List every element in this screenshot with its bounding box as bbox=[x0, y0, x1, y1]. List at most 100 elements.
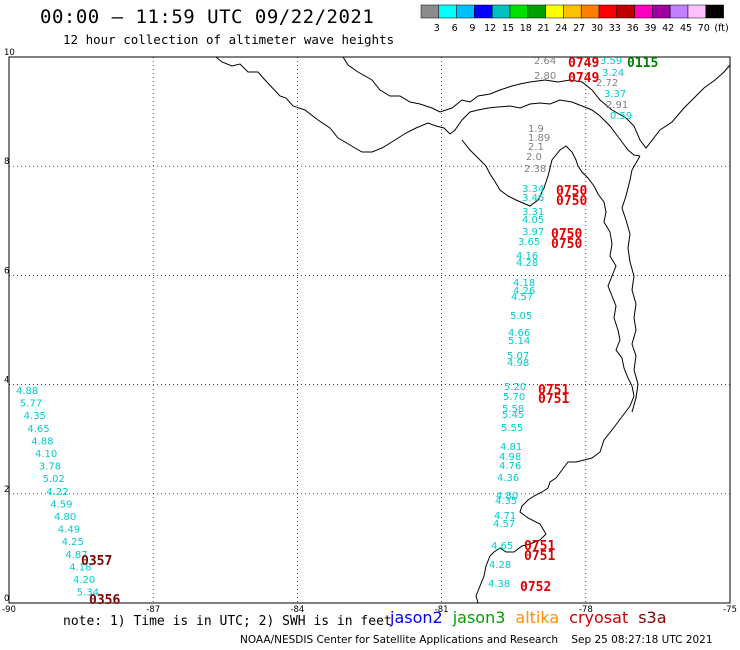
wave-height-labels: 4.885.774.354.654.884.103.785.024.224.59… bbox=[16, 56, 632, 599]
colorbar-label: 21 bbox=[538, 23, 550, 34]
wave-height-value: 2.38 bbox=[524, 164, 546, 175]
wave-height-value: 5.07 bbox=[507, 351, 529, 362]
wave-height-value: 4.57 bbox=[511, 292, 533, 303]
colorbar-label: 6 bbox=[452, 23, 458, 34]
wave-height-value: 4.35 bbox=[24, 411, 46, 422]
colorbar-label: (ft) bbox=[714, 23, 728, 34]
colorbar-label: 24 bbox=[555, 23, 567, 34]
wave-height-value: 4.18 bbox=[513, 278, 535, 289]
pass-time-label: 0357 bbox=[81, 554, 112, 569]
map-title: 00:00 – 11:59 UTC 09/22/2021 bbox=[40, 6, 375, 28]
wave-height-value: 4.25 bbox=[62, 537, 84, 548]
wave-height-value: 5.20 bbox=[504, 382, 526, 393]
credit-footer: NOAA/NESDIS Center for Satellite Applica… bbox=[240, 634, 713, 646]
pass-time-label: 0751 bbox=[524, 539, 555, 554]
wave-height-value: 4.88 bbox=[31, 436, 53, 447]
wave-height-value: 4.38 bbox=[488, 579, 510, 590]
wave-height-value: 1.9 bbox=[528, 124, 544, 135]
wave-height-value: 3.31 bbox=[522, 207, 544, 218]
grid-lines bbox=[9, 57, 730, 603]
colorbar-label: 39 bbox=[644, 23, 656, 34]
units-note: note: 1) Time is in UTC; 2) SWH is in fe… bbox=[63, 614, 392, 629]
colorbar-label: 27 bbox=[573, 23, 585, 34]
wave-height-value: 5.45 bbox=[502, 410, 524, 421]
x-tick-label: -81 bbox=[435, 605, 449, 615]
wave-height-value: 5.58 bbox=[502, 404, 524, 415]
wave-height-value: 4.36 bbox=[497, 473, 519, 484]
wave-height-value: 4.71 bbox=[494, 511, 516, 522]
wave-height-value: 4.59 bbox=[50, 499, 72, 510]
wave-height-value: 3.34 bbox=[522, 184, 544, 195]
east-border bbox=[621, 155, 641, 413]
wave-height-value: 4.65 bbox=[491, 541, 513, 552]
wave-height-value: 5.34 bbox=[77, 588, 99, 599]
colorbar-label: 70 bbox=[698, 23, 710, 34]
y-tick-label: 0 bbox=[4, 594, 9, 604]
wave-height-value: 4.05 bbox=[522, 215, 544, 226]
wave-height-value: 3.65 bbox=[518, 237, 540, 248]
y-tick-label: 10 bbox=[4, 48, 15, 58]
y-tick-label: 8 bbox=[4, 157, 9, 167]
wave-height-value: 4.57 bbox=[493, 519, 515, 530]
wave-height-value: 2.80 bbox=[534, 71, 556, 82]
wave-height-value: 2.0 bbox=[526, 152, 542, 163]
pass-time-label: 0115 bbox=[627, 56, 658, 71]
wave-height-value: 2.72 bbox=[596, 78, 618, 89]
legend-item-altika: altika bbox=[515, 608, 560, 627]
x-tick-label: -84 bbox=[290, 605, 304, 615]
x-tick-label: -78 bbox=[579, 605, 593, 615]
coastline bbox=[215, 56, 731, 604]
pass-time-label: 0749 bbox=[568, 71, 599, 86]
colorbar-swatch bbox=[705, 4, 724, 19]
pass-time-label: 0750 bbox=[551, 237, 582, 252]
wave-height-value: 4.81 bbox=[500, 442, 522, 453]
colorbar-label: 45 bbox=[680, 23, 692, 34]
colorbar-label: 42 bbox=[662, 23, 674, 34]
wave-height-value: 4.98 bbox=[507, 358, 529, 369]
wave-height-value: 4.10 bbox=[35, 449, 57, 460]
map-subtitle: 12 hour collection of altimeter wave hei… bbox=[63, 32, 395, 47]
wave-height-value: 4.66 bbox=[508, 328, 530, 339]
pass-time-label: 0750 bbox=[556, 194, 587, 209]
pass-time-label: 0750 bbox=[556, 184, 587, 199]
colorbar-label: 33 bbox=[609, 23, 621, 34]
north-coast bbox=[215, 56, 641, 157]
wave-height-value: 4.80 bbox=[54, 512, 76, 523]
wave-height-value: 5.55 bbox=[501, 423, 523, 434]
pass-time-label: 0749 bbox=[568, 56, 599, 71]
wave-height-value: 5.70 bbox=[503, 392, 525, 403]
legend-item-jason3: jason3 bbox=[452, 608, 506, 627]
y-tick-label: 4 bbox=[4, 376, 9, 386]
wave-height-value: 3.59 bbox=[600, 56, 622, 67]
wave-height-value: 4.35 bbox=[495, 496, 517, 507]
wave-height-value: 4.22 bbox=[46, 487, 68, 498]
colorbar-label: 3 bbox=[434, 23, 440, 34]
wave-height-value: 4.88 bbox=[16, 386, 38, 397]
wave-height-value: 3.24 bbox=[602, 68, 624, 79]
wave-height-value: 5.77 bbox=[20, 399, 42, 410]
satellite-legend: jason2 jason3 altika cryosat s3a bbox=[390, 608, 677, 627]
pass-time-label: 0751 bbox=[538, 383, 569, 398]
wave-height-value: 4.16 bbox=[516, 251, 538, 262]
wave-height-value: 3.37 bbox=[604, 89, 626, 100]
wave-height-value: 5.05 bbox=[510, 311, 532, 322]
pass-time-label: 0751 bbox=[524, 549, 555, 564]
wave-height-value: 4.98 bbox=[499, 452, 521, 463]
wave-height-value: 0.59 bbox=[610, 111, 632, 122]
x-tick-label: -75 bbox=[723, 605, 737, 615]
y-tick-label: 6 bbox=[4, 266, 9, 276]
wave-height-value: 1.89 bbox=[528, 133, 550, 144]
peninsula-north bbox=[342, 56, 731, 149]
pacific-coast bbox=[475, 165, 635, 604]
pass-time-label: 0750 bbox=[551, 227, 582, 242]
wave-height-value: 4.80 bbox=[496, 491, 518, 502]
wave-height-value: 4.87 bbox=[65, 550, 87, 561]
wave-height-value: 4.65 bbox=[27, 424, 49, 435]
legend-item-s3a: s3a bbox=[638, 608, 667, 627]
wave-height-value: 3.46 bbox=[522, 193, 544, 204]
wave-height-value: 2.91 bbox=[606, 100, 628, 111]
wave-height-value: 4.49 bbox=[58, 525, 80, 536]
y-tick-label: 2 bbox=[4, 485, 9, 495]
wave-height-value: 4.20 bbox=[73, 575, 95, 586]
